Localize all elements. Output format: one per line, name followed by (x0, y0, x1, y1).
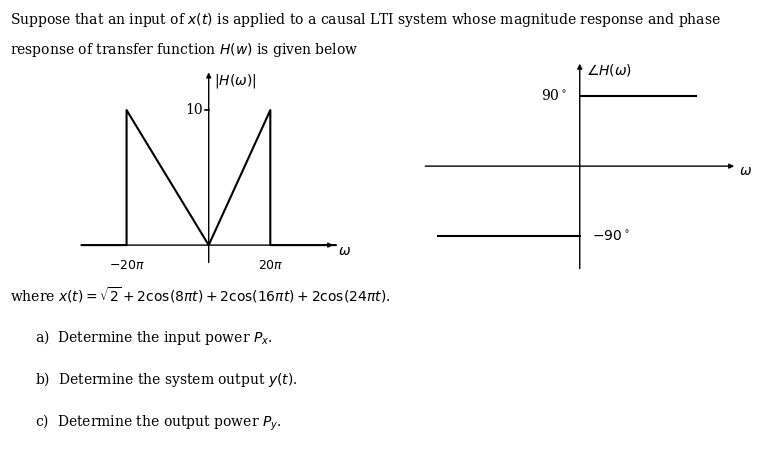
Text: Suppose that an input of $x(t)$ is applied to a causal LTI system whose magnitud: Suppose that an input of $x(t)$ is appli… (10, 11, 721, 29)
Text: $20\pi$: $20\pi$ (257, 259, 283, 272)
Text: $\omega$: $\omega$ (739, 164, 752, 178)
Text: $\angle H(\omega)$: $\angle H(\omega)$ (586, 62, 632, 78)
Text: $-20\pi$: $-20\pi$ (108, 259, 145, 272)
Text: $\omega$: $\omega$ (339, 243, 352, 257)
Text: where $x(t) = \sqrt{2}+2\cos(8\pi t)+2\cos(16\pi t)+2\cos(24\pi t)$.: where $x(t) = \sqrt{2}+2\cos(8\pi t)+2\c… (10, 285, 390, 305)
Text: a)  Determine the input power $P_x$.: a) Determine the input power $P_x$. (35, 328, 272, 347)
Text: 90$^\circ$: 90$^\circ$ (541, 88, 567, 103)
Text: $|H(\omega)|$: $|H(\omega)|$ (213, 72, 256, 90)
Text: b)  Determine the system output $y(t)$.: b) Determine the system output $y(t)$. (35, 370, 298, 389)
Text: c)  Determine the output power $P_y$.: c) Determine the output power $P_y$. (35, 413, 281, 433)
Text: $-90^\circ$: $-90^\circ$ (592, 229, 630, 243)
Text: 10: 10 (186, 103, 203, 117)
Text: response of transfer function $H(w)$ is given below: response of transfer function $H(w)$ is … (10, 41, 359, 59)
